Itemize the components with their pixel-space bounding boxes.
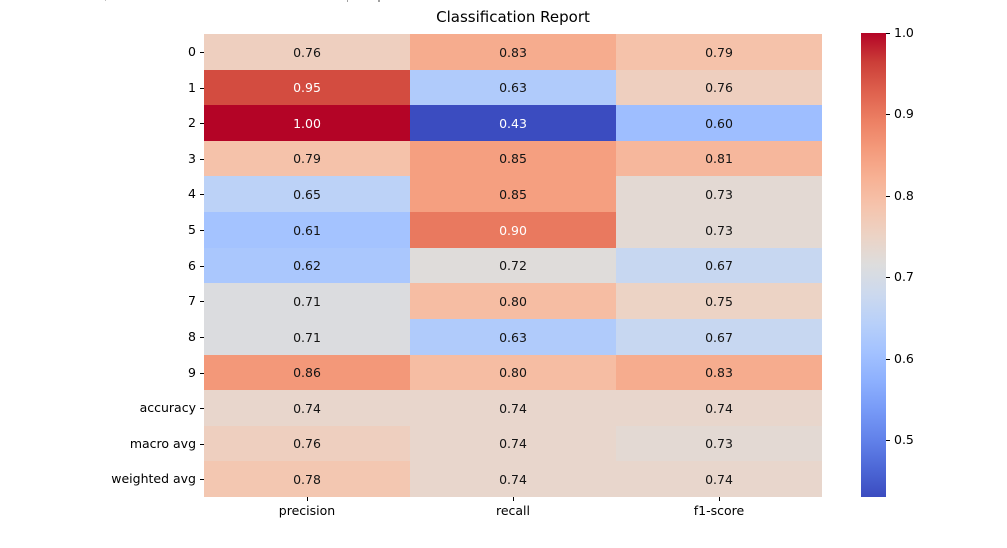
heatmap-cell: 0.80: [410, 355, 616, 390]
top-edge-artifact: [347, 0, 348, 2]
heatmap-cell: 1.00: [204, 105, 410, 141]
heatmap-cell: 0.63: [410, 70, 616, 105]
heatmap-cell: 0.73: [616, 212, 822, 248]
y-tick: [200, 479, 204, 480]
y-tick: [200, 301, 204, 302]
row-label: 7: [188, 293, 196, 308]
heatmap-cell: 0.79: [616, 34, 822, 70]
heatmap-cell: 0.76: [204, 34, 410, 70]
colorbar-tick: [886, 359, 890, 360]
colorbar-tick-label: 0.8: [894, 188, 914, 203]
row-label: 1: [188, 80, 196, 95]
y-tick: [200, 408, 204, 409]
heatmap-cell: 0.81: [616, 141, 822, 176]
row-label: 4: [188, 186, 196, 201]
colorbar-tick-label: 1.0: [894, 25, 914, 40]
colorbar-gradient: [861, 33, 886, 497]
heatmap-cell: 0.67: [616, 248, 822, 283]
row-label: weighted avg: [111, 471, 196, 486]
heatmap-cell: 0.95: [204, 70, 410, 105]
col-label: f1-score: [693, 503, 745, 518]
y-tick: [200, 159, 204, 160]
y-tick: [200, 373, 204, 374]
chart-title: Classification Report: [436, 8, 590, 26]
colorbar-tick-label: 0.5: [894, 432, 914, 447]
heatmap-cell: 0.73: [616, 176, 822, 212]
heatmap-cell: 0.90: [410, 212, 616, 248]
heatmap-cell: 0.74: [410, 461, 616, 497]
colorbar-tick: [886, 114, 890, 115]
heatmap-cell: 0.71: [204, 283, 410, 319]
colorbar-tick-label: 0.9: [894, 106, 914, 121]
y-tick: [200, 88, 204, 89]
heatmap-cell: 0.80: [410, 283, 616, 319]
top-edge-artifact: [378, 0, 380, 2]
heatmap-cell: 0.74: [410, 390, 616, 426]
heatmap-cell: 0.74: [204, 390, 410, 426]
colorbar-tick-label: 0.6: [894, 351, 914, 366]
x-tick: [513, 497, 514, 501]
col-label: recall: [495, 503, 531, 518]
x-tick: [307, 497, 308, 501]
row-label: 9: [188, 365, 196, 380]
heatmap-cell: 0.76: [204, 426, 410, 461]
heatmap-cell: 0.74: [616, 390, 822, 426]
heatmap-cell: 0.62: [204, 248, 410, 283]
y-tick: [200, 230, 204, 231]
col-label: precision: [278, 503, 336, 518]
row-label: 0: [188, 44, 196, 59]
heatmap-cell: 0.85: [410, 141, 616, 176]
heatmap-cell: 0.79: [204, 141, 410, 176]
x-tick: [719, 497, 720, 501]
y-tick: [200, 444, 204, 445]
y-tick: [200, 194, 204, 195]
colorbar-tick-label: 0.7: [894, 269, 914, 284]
y-tick: [200, 52, 204, 53]
heatmap-cell: 0.65: [204, 176, 410, 212]
row-label: 2: [188, 115, 196, 130]
heatmap-cell: 0.71: [204, 319, 410, 355]
row-label: 5: [188, 222, 196, 237]
row-label: accuracy: [139, 400, 196, 415]
y-tick: [200, 123, 204, 124]
heatmap-cell: 0.43: [410, 105, 616, 141]
heatmap-cell: 0.85: [410, 176, 616, 212]
heatmap-cell: 0.76: [616, 70, 822, 105]
row-label: 8: [188, 329, 196, 344]
heatmap-cell: 0.83: [616, 355, 822, 390]
heatmap-cell: 0.74: [616, 461, 822, 497]
colorbar-tick: [886, 277, 890, 278]
heatmap-cell: 0.75: [616, 283, 822, 319]
heatmap-cell: 0.86: [204, 355, 410, 390]
colorbar-tick: [886, 196, 890, 197]
row-label: 3: [188, 151, 196, 166]
colorbar-tick: [886, 440, 890, 441]
heatmap-cell: 0.83: [410, 34, 616, 70]
heatmap-cell: 0.60: [616, 105, 822, 141]
heatmap-cell: 0.67: [616, 319, 822, 355]
heatmap-cell: 0.74: [410, 426, 616, 461]
y-tick: [200, 337, 204, 338]
heatmap-cell: 0.78: [204, 461, 410, 497]
top-edge-artifact: [105, 0, 106, 1]
heatmap-cell: 0.73: [616, 426, 822, 461]
row-label: macro avg: [129, 436, 196, 451]
heatmap-cell: 0.63: [410, 319, 616, 355]
row-label: 6: [188, 258, 196, 273]
colorbar-tick: [886, 33, 890, 34]
y-tick: [200, 266, 204, 267]
heatmap-cell: 0.61: [204, 212, 410, 248]
heatmap-cell: 0.72: [410, 248, 616, 283]
